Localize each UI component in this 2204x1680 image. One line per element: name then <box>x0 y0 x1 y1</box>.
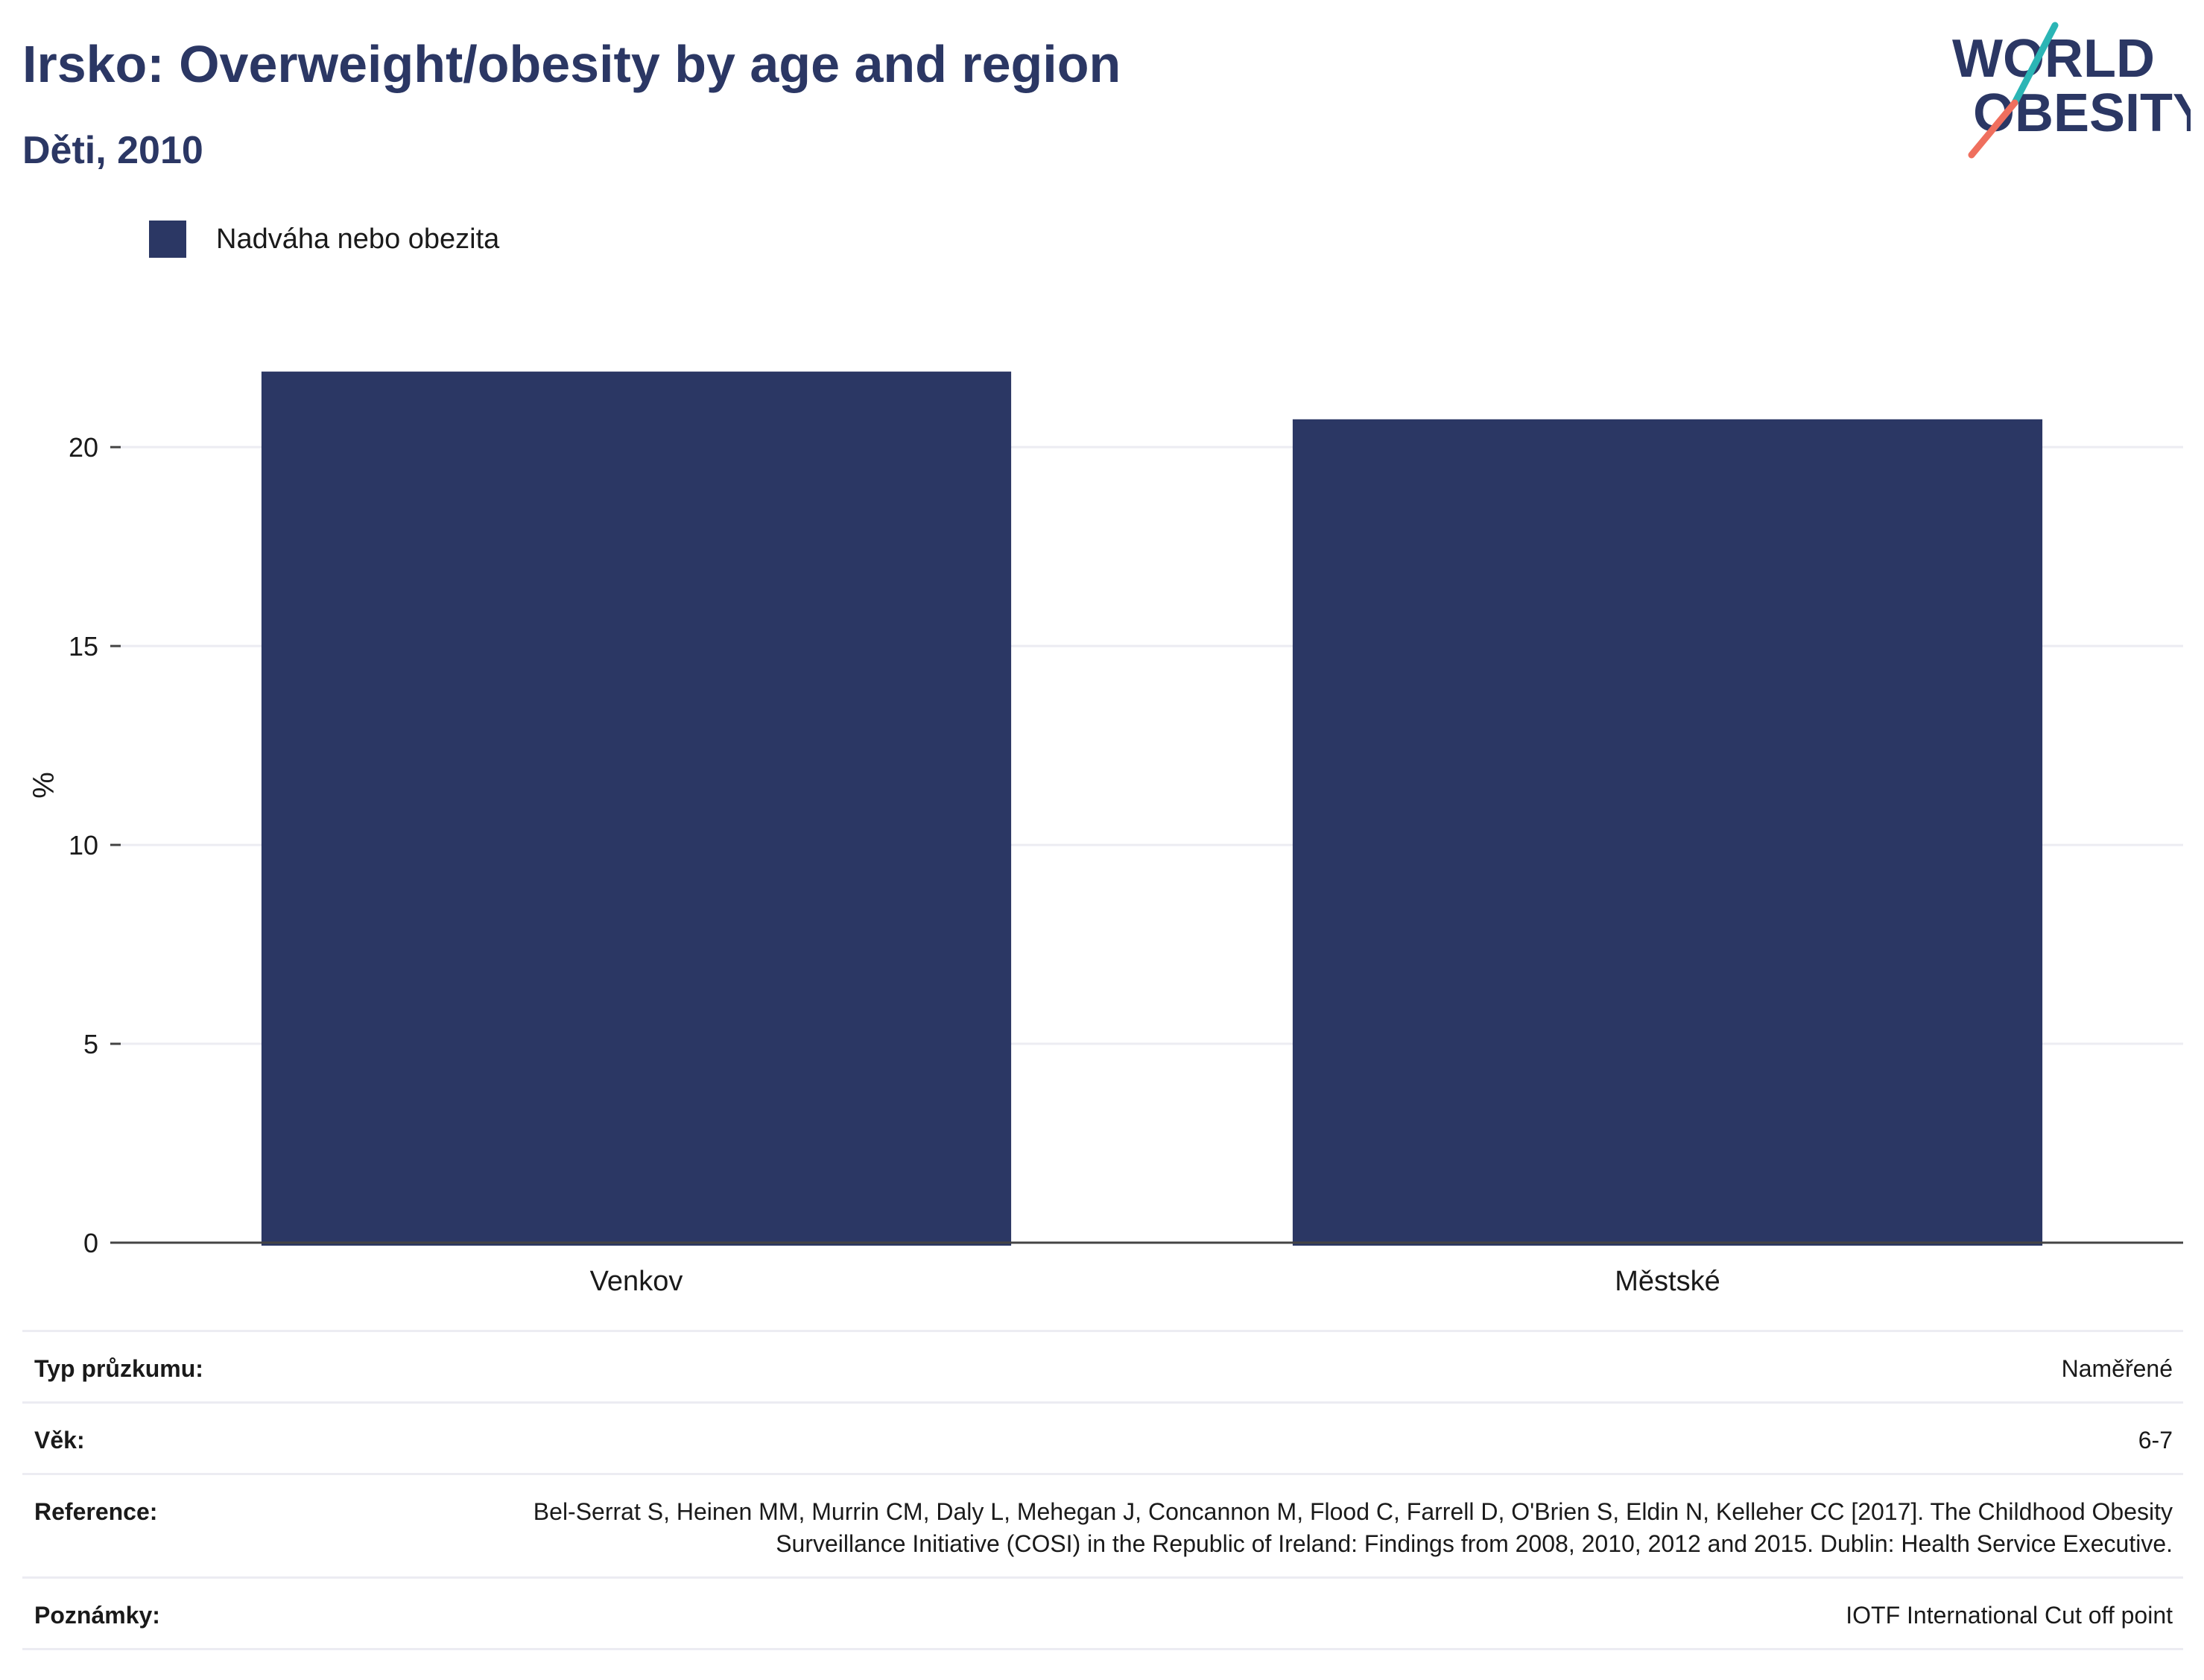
logo-word-world: WORLD <box>1952 29 2155 89</box>
y-tick-label: 5 <box>83 1029 98 1059</box>
info-key: Věk: <box>34 1427 85 1454</box>
info-key: Poznámky: <box>34 1602 160 1629</box>
logo-slash-coral <box>1968 99 2018 159</box>
legend-label: Nadváha nebo obezita <box>216 223 500 255</box>
info-value: 6-7 <box>2138 1427 2173 1454</box>
info-row-notes: Poznámky: IOTF International Cut off poi… <box>22 1576 2183 1650</box>
info-row-age: Věk: 6-7 <box>22 1401 2183 1473</box>
info-table: Typ průzkumu: Naměřené Věk: 6-7 Referenc… <box>22 1330 2183 1650</box>
info-key: Reference: <box>34 1498 158 1525</box>
bar <box>261 371 1012 1246</box>
bar <box>1292 419 2043 1246</box>
y-tick-label: 20 <box>69 432 98 463</box>
info-row-survey-type: Typ průzkumu: Naměřené <box>22 1330 2183 1401</box>
legend: Nadváha nebo obezita <box>149 221 499 258</box>
info-row-reference: Reference: Bel-Serrat S, Heinen MM, Murr… <box>22 1473 2183 1576</box>
y-tick-label: 10 <box>69 830 98 860</box>
logo-slash-teal <box>2011 22 2059 107</box>
legend-swatch <box>149 221 186 258</box>
bar-chart: 0 5 10 15 20 Venkov Městské% <box>28 371 2183 1296</box>
info-value: IOTF International Cut off point <box>1846 1602 2173 1629</box>
y-axis-label: % <box>28 772 60 799</box>
x-tick-label: Městské <box>1615 1266 1720 1296</box>
world-obesity-logo: WORLD OBESITY <box>1952 22 2191 159</box>
x-tick-label: Venkov <box>590 1266 683 1296</box>
info-value: Bel-Serrat S, Heinen MM, Murrin CM, Daly… <box>533 1498 2173 1557</box>
chart-subtitle: Děti, 2010 <box>22 129 203 172</box>
y-tick-label: 0 <box>83 1228 98 1258</box>
info-value: Naměřené <box>2061 1355 2173 1382</box>
y-tick-label: 15 <box>69 631 98 662</box>
info-key: Typ průzkumu: <box>34 1355 203 1382</box>
chart-title: Irsko: Overweight/obesity by age and reg… <box>22 35 1121 93</box>
